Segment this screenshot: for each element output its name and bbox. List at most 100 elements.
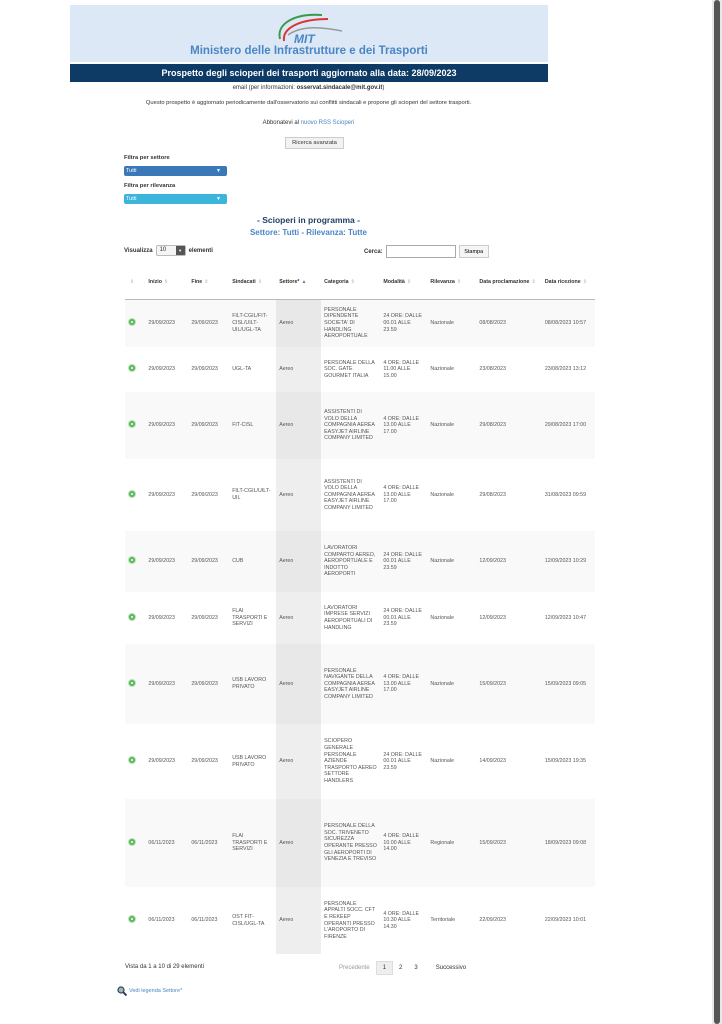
table-row[interactable]: 29/09/2023 29/09/2023 FIT-CISL Aereo ASSISTE… bbox=[125, 392, 595, 459]
description: Questo prospetto è aggiornato periodicam… bbox=[145, 100, 472, 106]
start-date-cell: 29/09/2023 bbox=[145, 644, 189, 724]
legend-link-text[interactable]: Vedi legenda Settore* bbox=[129, 988, 183, 994]
mode-cell: 24 ORE: DALLE 00.01 ALLE 23.59 bbox=[383, 751, 422, 771]
sort-icon: ⇕ bbox=[582, 279, 587, 286]
mode-cell: 4 ORE: DALLE 13.00 ALLE 17.00 bbox=[380, 392, 428, 459]
category-cell: ASSISTENTI DI VOLO DELLA COMPAGNIA AEREA… bbox=[321, 392, 381, 459]
search-input[interactable] bbox=[385, 245, 456, 258]
magnifier-icon bbox=[117, 986, 127, 996]
expand-row-icon[interactable] bbox=[128, 317, 136, 326]
table-row[interactable]: 29/09/2023 29/09/2023 USB LAVORO PRIVATO Ae… bbox=[125, 644, 595, 724]
column-header-1[interactable]: Inizio ⇕ bbox=[145, 267, 189, 300]
mode-cell: 24 ORE: DALLE 00.01 ALLE 23.59 bbox=[380, 531, 428, 592]
column-header-8[interactable]: Data proclamazione ⇕ bbox=[476, 267, 542, 300]
table-row[interactable]: 06/11/2023 06/11/2023 FLAI TRASPORTI E SER… bbox=[125, 799, 595, 887]
relevance-cell: Nazionale bbox=[427, 392, 477, 459]
expand-row-icon[interactable] bbox=[128, 612, 136, 621]
sector-cell: Aereo bbox=[276, 644, 322, 724]
sector-cell: Aereo bbox=[276, 347, 322, 392]
expand-row-icon[interactable] bbox=[128, 915, 136, 924]
next-page-button[interactable]: Successivo bbox=[435, 965, 467, 971]
received-date-cell: 22/09/2023 10:01 bbox=[544, 917, 587, 924]
expand-row-icon[interactable] bbox=[128, 489, 136, 498]
column-header-label: Settore* bbox=[279, 279, 300, 286]
expand-row-icon[interactable] bbox=[128, 364, 136, 373]
previous-page-button[interactable]: Precedente bbox=[339, 965, 370, 971]
sector-cell: Aereo bbox=[276, 459, 322, 531]
relevance-filter-value: Tutti bbox=[126, 196, 137, 202]
chevron-down-icon: ▼ bbox=[216, 196, 221, 202]
expand-row-icon[interactable] bbox=[128, 837, 136, 846]
sector-filter-select[interactable]: Tutti ▼ bbox=[124, 166, 227, 176]
column-header-7[interactable]: Rilevanza ⇕ bbox=[427, 267, 477, 300]
table-row[interactable]: 29/09/2023 29/09/2023 UGL-TA Aereo PERSONALE… bbox=[125, 347, 595, 392]
column-header-3[interactable]: Sindacati ⇕ bbox=[229, 267, 277, 300]
proclamation-date-cell: 08/08/2023 bbox=[476, 299, 542, 347]
page-3-button[interactable]: 3 bbox=[414, 965, 418, 971]
category-cell: PERSONALE APPALTI SOCC. CFT E REKEEP OPE… bbox=[324, 900, 376, 940]
unions-cell: CUB bbox=[229, 531, 277, 592]
end-date-cell: 29/09/2023 bbox=[191, 366, 218, 373]
table-row[interactable]: 29/09/2023 29/09/2023 FILT-CGIL/UILT-UIL Ae… bbox=[125, 459, 595, 531]
table-row[interactable]: 06/11/2023 06/11/2023 OST FIT-CISL/UGL-TA A… bbox=[125, 887, 595, 954]
proclamation-date-cell: 15/09/2023 bbox=[476, 799, 542, 887]
mode-cell: 4 ORE: DALLE 13.00 ALLE 17.00 bbox=[380, 644, 428, 724]
unions-cell: FLAI TRASPORTI E SERVIZI bbox=[229, 799, 277, 887]
proclamation-date-cell: 12/09/2023 bbox=[479, 614, 506, 621]
column-header-label: Modalità bbox=[383, 279, 405, 286]
column-header-6[interactable]: Modalità ⇕ bbox=[380, 267, 428, 300]
scrollbar-thumb[interactable] bbox=[714, 0, 720, 1024]
table-row[interactable]: 29/09/2023 29/09/2023 USB LAVORO PRIVATO Ae… bbox=[125, 724, 595, 799]
column-header-label: Inizio bbox=[148, 279, 162, 286]
rss-link[interactable]: nuovo RSS Scioperi bbox=[300, 120, 355, 126]
table-row[interactable]: 29/09/2023 29/09/2023 FLAI TRASPORTI E SER… bbox=[125, 592, 595, 644]
proclamation-date-cell: 14/09/2023 bbox=[479, 758, 506, 765]
category-cell: PERSONALE NAVIGANTE DELLA COMPAGNIA AERE… bbox=[321, 644, 381, 724]
column-header-9[interactable]: Data ricezione ⇕ bbox=[541, 267, 595, 300]
page-1-button[interactable]: 1 bbox=[375, 961, 394, 975]
mode-cell: 4 ORE: DALLE 11.00 ALLE 15.00 bbox=[383, 359, 420, 379]
column-header-expand[interactable]: ⇕ bbox=[125, 267, 146, 300]
email-address: osservat.sindacale@mit.gov.it bbox=[296, 85, 383, 91]
mit-logo: MIT bbox=[278, 13, 343, 45]
chevron-down-icon: ▼ bbox=[216, 168, 221, 174]
advanced-search-button[interactable]: Ricerca avanzata bbox=[285, 137, 344, 149]
received-date-cell: 12/09/2023 10:29 bbox=[541, 531, 595, 592]
print-button[interactable]: Stampa bbox=[458, 245, 489, 258]
page-length-select[interactable]: 10 ▼ bbox=[155, 245, 186, 256]
page-2-button[interactable]: 2 bbox=[399, 965, 403, 971]
email-suffix: ) bbox=[382, 85, 385, 91]
table-row[interactable]: 29/09/2023 29/09/2023 CUB Aereo LAVORATORI C… bbox=[125, 531, 595, 592]
column-header-5[interactable]: Categoria ⇕ bbox=[321, 267, 381, 300]
column-header-4[interactable]: Settore* ▲ bbox=[276, 267, 322, 300]
sort-icon: ⇕ bbox=[204, 279, 209, 286]
column-header-label: Rilevanza bbox=[430, 279, 455, 286]
email-info: email (per informazioni: osservat.sindac… bbox=[0, 85, 617, 91]
received-date-cell: 12/09/2023 10:47 bbox=[544, 614, 587, 621]
section-title: - Scioperi in programma - bbox=[257, 215, 360, 225]
start-date-cell: 29/09/2023 bbox=[148, 491, 175, 498]
sector-legend-link[interactable]: Vedi legenda Settore* bbox=[117, 986, 182, 996]
end-date-cell: 06/11/2023 bbox=[188, 799, 230, 887]
show-label: Visualizza bbox=[124, 247, 153, 254]
expand-cell bbox=[125, 724, 145, 799]
table-header-row: ⇕ Inizio ⇕ Fine ⇕ Sindacati ⇕ Settore* ▲ Categori… bbox=[125, 267, 595, 300]
relevance-filter-select[interactable]: Tutti ▼ bbox=[124, 194, 227, 204]
start-date-cell: 29/09/2023 bbox=[145, 531, 189, 592]
relevance-cell: Nazionale bbox=[430, 366, 454, 373]
end-date-cell: 06/11/2023 bbox=[191, 917, 218, 924]
end-date-cell: 29/09/2023 bbox=[191, 614, 218, 621]
received-date-cell: 15/09/2023 19:35 bbox=[544, 758, 587, 765]
expand-row-icon[interactable] bbox=[128, 556, 136, 565]
end-date-cell: 29/09/2023 bbox=[188, 392, 230, 459]
page-title: Prospetto degli scioperi dei trasporti a… bbox=[70, 64, 548, 82]
column-header-2[interactable]: Fine ⇕ bbox=[188, 267, 230, 300]
expand-row-icon[interactable] bbox=[128, 678, 136, 687]
scrollbar[interactable] bbox=[712, 0, 722, 1024]
expand-row-icon[interactable] bbox=[128, 756, 136, 765]
mode-cell: 4 ORE: DALLE 10.00 ALLE 14.00 bbox=[380, 799, 428, 887]
table-row[interactable]: 29/09/2023 29/09/2023 FILT-CGIL/FIT-CISL/U… bbox=[125, 299, 595, 347]
expand-row-icon[interactable] bbox=[128, 420, 136, 429]
sort-icon: ⇕ bbox=[350, 279, 355, 286]
relevance-filter-label: Filtra per rilevanza bbox=[124, 183, 176, 189]
